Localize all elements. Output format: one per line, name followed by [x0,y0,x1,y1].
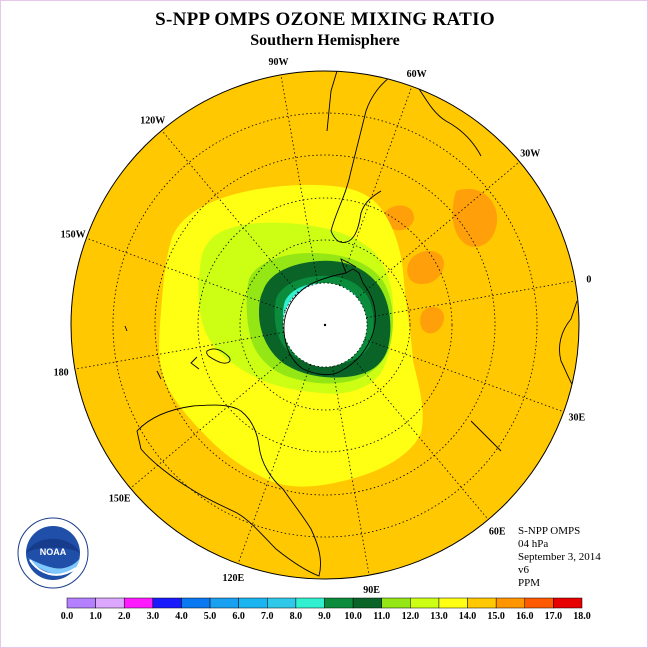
colorbar-swatch [524,597,554,609]
colorbar-tick-label: 2.0 [118,611,131,622]
colorbar-swatch [495,597,526,609]
colorbar-tick-label: 18.0 [573,611,591,622]
colorbar-tick-label: 15.0 [487,611,505,622]
map-boundary [70,70,580,580]
colorbar-tick-label: 5.0 [204,611,217,622]
colorbar-swatch [152,597,182,609]
meridian-line [338,86,413,286]
colorbar-swatch [123,597,154,609]
meridian-line [364,338,564,413]
meridian-line [74,331,284,370]
ozone-patch-southeast [420,306,445,334]
colorbar-tick-label: 10.0 [344,611,362,622]
colorbar-tick-label: 7.0 [261,611,274,622]
colorbar-swatch [295,597,325,609]
colorbar-swatch [324,597,354,609]
colorbar-swatch [95,597,125,609]
longitude-label: 0 [586,274,591,285]
longitude-label: 30W [520,149,540,160]
colorbar-swatch [209,597,239,609]
colorbar-tick-label: 6.0 [232,611,245,622]
info-line-satellite: S-NPP OMPS [518,525,581,537]
info-line-date: September 3, 2014 [518,551,601,563]
info-line-units: PPM [518,577,541,589]
longitude-label: 120E [223,573,245,584]
colorbar-tick-label: 0.0 [61,611,74,622]
meridian-line [356,161,520,299]
longitude-label: 150W [61,229,86,240]
chart-title: S-NPP OMPS OZONE MIXING RATIO [155,9,495,30]
colorbar-swatch [66,597,96,609]
colorbar-tick-label: 4.0 [175,611,188,622]
ozone-patch-south-atlantic [383,205,415,231]
colorbar-tick-label: 9.0 [318,611,331,622]
longitude-label: 60W [407,69,427,80]
meridian-line [351,356,489,520]
colorbar-tick-label: 13.0 [430,611,448,622]
colorbar-swatch [438,597,468,609]
longitude-label: 90E [363,585,380,596]
meridian-line [331,366,370,576]
noaa-logo: NOAA [17,517,89,589]
colorbar-tick-label: 11.0 [373,611,390,622]
info-line-pressure: 04 hPa [518,538,549,550]
pole-marker [323,323,327,327]
meridian-line [86,237,286,312]
colorbar-tick-label: 12.0 [402,611,420,622]
colorbar-tick-label: 14.0 [459,611,477,622]
colorbar-swatch [267,597,297,609]
longitude-label: 150E [109,493,131,504]
meridian-line [366,280,576,319]
longitude-label: 90W [268,57,288,68]
meridian-line [280,74,319,284]
meridian-line [237,364,312,564]
colorbar-tick-label: 1.0 [89,611,102,622]
longitude-label: 30E [569,413,586,424]
chart-subtitle: Southern Hemisphere [250,32,400,49]
longitude-label: 120W [140,116,165,127]
colorbar-swatch [352,597,382,609]
colorbar-tick-label: 3.0 [147,611,160,622]
longitude-label: 60E [489,526,506,537]
colorbar-swatch [238,597,268,609]
colorbar-swatch [410,597,440,609]
colorbar-swatch [181,597,211,609]
ozone-patch-east [407,250,445,285]
latitude-circles [112,112,538,538]
ozone-patch-atlantic [452,188,498,247]
noaa-logo-text: NOAA [40,547,67,557]
colorbar-swatch [381,597,411,609]
meridian-line [161,130,299,294]
colorbar-tick-label: 16.0 [516,611,534,622]
longitude-label: 180 [54,368,69,379]
colorbar-tick-label: 17.0 [545,611,563,622]
colorbar-swatch [467,597,497,609]
colorbar-tick-label: 8.0 [290,611,303,622]
colorbar-swatch [553,597,583,609]
info-line-version: v6 [518,564,529,576]
